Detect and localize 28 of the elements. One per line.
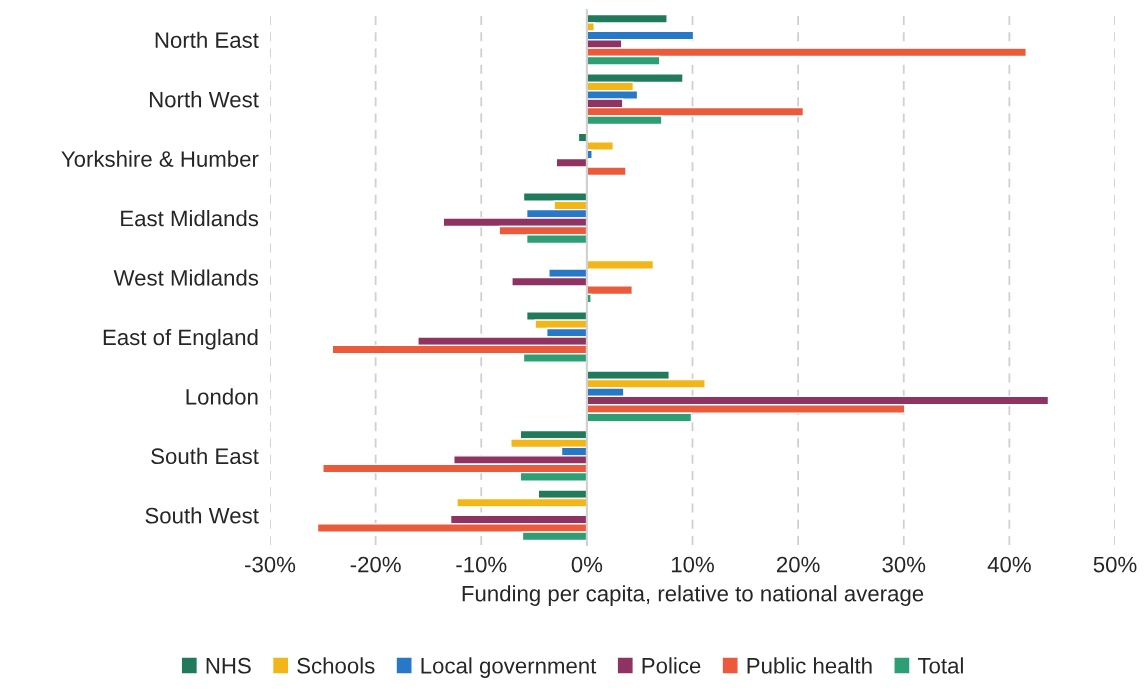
x-axis-title: Funding per capita, relative to national average <box>462 585 924 606</box>
legend-label: Police <box>642 657 701 674</box>
y-tick-label: South East <box>151 447 259 465</box>
x-tick-label: -20% <box>350 556 401 573</box>
y-tick-label: South West <box>145 507 259 524</box>
y-tick-label: Yorkshire & Humber <box>61 150 259 167</box>
bar <box>586 259 655 270</box>
x-tick-label: -10% <box>456 556 507 573</box>
y-tick-label: West Midlands <box>113 269 259 286</box>
x-tick-label: 10% <box>671 556 714 573</box>
x-tick-label: 0% <box>571 556 603 573</box>
y-tick-label: North East <box>155 31 259 48</box>
y-tick-label: North West <box>149 91 259 108</box>
legend-label: NHS <box>206 657 251 674</box>
y-tick-label: East of England <box>103 328 258 350</box>
x-tick-label: -30% <box>245 556 296 573</box>
legend-label: Local government <box>421 657 597 678</box>
x-tick-label: 40% <box>987 556 1031 573</box>
x-tick-label: 50% <box>1093 556 1137 573</box>
bar <box>586 166 627 177</box>
legend-label: Public health <box>747 657 872 674</box>
x-tick-label: 30% <box>882 556 926 573</box>
y-tick-label: East Midlands <box>121 210 259 227</box>
y-tick-label: London <box>186 388 258 405</box>
bar <box>555 157 588 168</box>
legend-label: Total <box>917 657 963 674</box>
x-tick-label: 20% <box>777 556 820 573</box>
legend-label: Schools <box>297 657 375 674</box>
